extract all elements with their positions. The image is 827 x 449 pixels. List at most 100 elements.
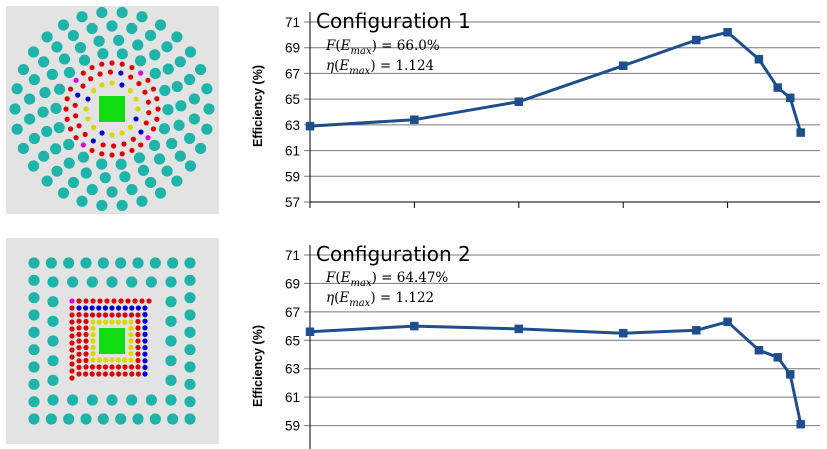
inner-dot — [103, 319, 109, 325]
inner-dot — [96, 371, 102, 377]
outer-dot — [99, 172, 111, 184]
outer-dot — [132, 257, 144, 269]
inner-dot — [142, 325, 148, 331]
inner-dot — [142, 364, 148, 370]
outer-dot — [74, 42, 87, 54]
inner-dot — [73, 135, 79, 141]
chart-1-y-tick-label: 71 — [285, 15, 300, 30]
outer-dot — [201, 123, 213, 135]
outer-dot — [47, 355, 59, 367]
inner-dot — [90, 351, 96, 357]
inner-dot — [115, 319, 121, 325]
chart-1-y-tick-label: 57 — [285, 195, 300, 210]
chart-2-data-point — [773, 353, 782, 362]
inner-dot — [75, 92, 81, 98]
inner-dot — [97, 71, 103, 77]
outer-dot — [41, 125, 53, 138]
inner-dot — [133, 116, 139, 122]
chart-1-data-point — [796, 128, 805, 137]
outer-dot — [53, 121, 65, 134]
inner-dot — [69, 361, 75, 367]
inner-dot — [145, 135, 151, 141]
outer-dot — [28, 344, 40, 356]
outer-dot — [188, 113, 201, 125]
chart-2-data-point — [692, 326, 701, 335]
outer-dot — [51, 165, 63, 177]
inner-dot — [72, 102, 78, 108]
inner-dot — [145, 77, 151, 83]
outer-dot — [171, 175, 183, 187]
inner-dot — [102, 312, 109, 318]
outer-dot — [126, 22, 138, 34]
outer-dot — [171, 80, 183, 93]
inner-dot — [122, 305, 128, 311]
inner-dot — [83, 298, 89, 304]
inner-dot — [76, 345, 82, 351]
inner-dot — [138, 129, 144, 135]
inner-dot — [135, 312, 141, 318]
inner-dot — [83, 338, 89, 344]
inner-dot — [122, 357, 128, 363]
inner-dot — [83, 344, 89, 351]
outer-dot — [50, 102, 62, 114]
outer-dot — [184, 292, 196, 304]
outer-dot — [23, 93, 36, 105]
chart-2-y-tick-label: 63 — [285, 362, 300, 377]
inner-dot — [135, 351, 141, 357]
inner-dot — [133, 96, 139, 102]
configuration-2-layout-image — [6, 238, 219, 444]
inner-dot — [128, 344, 134, 350]
efficiency-chart-configuration-1: 71 69 67 65 63 61 59 57 Efficiency (%) Configur… — [240, 8, 822, 214]
inner-dot — [90, 357, 96, 363]
inner-dot — [135, 305, 141, 311]
inner-dot — [138, 142, 144, 148]
chart-2-svg: 71 69 67 65 63 61 59 Efficiency (%) Configurat… — [251, 242, 820, 449]
inner-dot — [154, 116, 160, 122]
chart-1-data-point — [305, 121, 315, 131]
chart-1-svg: 71 69 67 65 63 61 59 57 Efficiency (%) Configur… — [251, 9, 820, 210]
outer-dot — [97, 257, 109, 269]
inner-dot — [135, 331, 141, 338]
outer-dot — [106, 186, 118, 198]
outer-dot — [184, 361, 196, 373]
inner-dot — [80, 83, 86, 89]
inner-dot — [129, 371, 135, 377]
inner-dot — [83, 331, 89, 338]
outer-dot — [96, 6, 108, 19]
inner-dot — [76, 123, 82, 129]
inner-dot — [135, 318, 141, 325]
outer-dot — [136, 11, 148, 23]
inner-dot — [128, 312, 135, 318]
inner-dot — [76, 364, 82, 370]
outer-dot — [80, 413, 92, 425]
outer-dot — [51, 41, 63, 53]
chart-1-title: Configuration 1 — [316, 9, 471, 33]
outer-dot — [161, 41, 173, 53]
inner-dot — [109, 319, 115, 325]
inner-dot — [128, 338, 134, 344]
inner-dot — [145, 99, 151, 105]
outer-dot — [47, 374, 59, 386]
outer-dot — [167, 257, 179, 269]
outer-dot — [175, 100, 187, 112]
inner-dot — [109, 305, 115, 311]
inner-dot — [89, 147, 95, 154]
outer-dot — [97, 48, 109, 60]
inner-dot — [142, 371, 148, 377]
inner-dot — [76, 338, 82, 344]
outer-dot — [53, 83, 66, 95]
center-square — [99, 96, 125, 122]
outer-dot — [106, 394, 118, 406]
outer-dot — [145, 276, 157, 288]
chart-2-title: Configuration 2 — [316, 242, 471, 266]
outer-dot — [184, 309, 196, 321]
chart-2-series — [305, 317, 805, 429]
chart-1-data-point — [514, 97, 524, 106]
inner-dot — [69, 333, 75, 339]
outer-dot — [158, 123, 171, 135]
outer-dot — [28, 309, 40, 321]
inner-dot — [135, 371, 141, 377]
inner-dot — [142, 351, 148, 357]
chart-2-grid — [304, 254, 820, 427]
chart-1-y-tick-label: 63 — [285, 118, 300, 133]
